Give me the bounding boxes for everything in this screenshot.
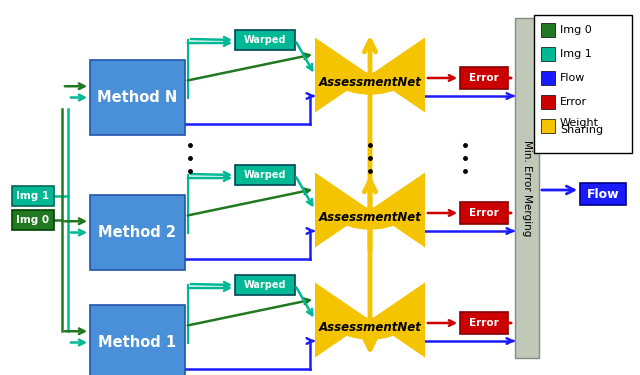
Text: Img 0: Img 0 [560,25,592,35]
Polygon shape [315,38,370,112]
Text: Warped: Warped [244,170,286,180]
Polygon shape [370,282,425,357]
Text: Flow: Flow [560,73,586,83]
Text: AssessmentNet: AssessmentNet [319,76,421,89]
Bar [541,95,555,109]
Text: Img 0: Img 0 [17,215,49,225]
Bar [541,71,555,85]
Text: Method 2: Method 2 [99,225,177,240]
Text: Warped: Warped [244,35,286,45]
Bar [460,312,508,334]
Text: Error: Error [560,97,587,107]
Bar [235,275,295,295]
Bar [90,195,185,270]
Text: Error: Error [469,73,499,83]
Bar [460,67,508,89]
Bar [12,186,54,206]
Bar [534,15,632,153]
Text: Img 1: Img 1 [560,49,592,59]
Text: AssessmentNet: AssessmentNet [319,211,421,224]
Text: Method 1: Method 1 [99,335,177,350]
Text: Weight: Weight [560,118,599,128]
Bar [90,60,185,135]
Bar [235,30,295,50]
Text: Flow: Flow [587,188,620,201]
Bar [460,202,508,224]
Text: Sharing: Sharing [560,125,603,135]
Text: Error: Error [469,318,499,328]
Text: Warped: Warped [244,280,286,290]
Bar [541,23,555,37]
Bar [541,47,555,61]
Polygon shape [330,73,410,94]
Polygon shape [330,318,410,339]
Bar [235,165,295,185]
Bar [515,18,539,358]
Polygon shape [330,208,410,229]
Text: AssessmentNet: AssessmentNet [319,321,421,334]
Bar [12,210,54,230]
Text: Error: Error [469,208,499,218]
Text: Img 1: Img 1 [17,191,49,201]
Bar [90,305,185,375]
Bar [541,119,555,133]
Polygon shape [315,282,370,357]
Polygon shape [370,172,425,248]
Bar [580,183,626,205]
Polygon shape [315,172,370,248]
Text: Min. Error Merging: Min. Error Merging [522,140,532,236]
Text: Method N: Method N [97,90,178,105]
Polygon shape [370,38,425,112]
